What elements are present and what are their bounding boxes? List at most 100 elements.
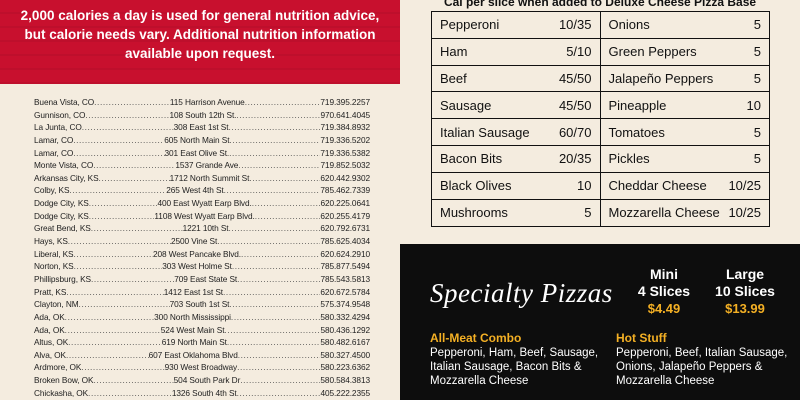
- leader-dots: [81, 361, 164, 374]
- topping-row: Sausage 45/50: [432, 92, 601, 120]
- topping-row: Pineapple 10: [600, 92, 769, 120]
- location-city: Dodge City, KS: [34, 198, 89, 209]
- location-row: Great Bend, KS 1221 10th St 620.792.6731: [34, 222, 370, 235]
- location-phone: 580.327.4500: [320, 349, 370, 360]
- location-address: 301 East Olive St.: [164, 147, 230, 158]
- leader-dots: [66, 286, 163, 299]
- leader-dots: [240, 374, 320, 387]
- topping-calories: 5: [584, 205, 592, 221]
- topping-name: Bacon Bits: [440, 151, 503, 167]
- leader-dots: [85, 109, 169, 122]
- location-address: 303 West Holme St: [162, 261, 232, 272]
- leader-dots: [68, 336, 162, 349]
- leader-dots: [229, 147, 320, 160]
- location-city: Monte Vista, CO: [34, 160, 94, 171]
- size-large: Large 10 Slices $13.99: [705, 266, 785, 317]
- location-row: Phillipsburg, KS 709 East State St 785.543…: [34, 273, 370, 286]
- location-row: Alva, OK 607 East Oklahoma Blvd 580.327.45…: [34, 349, 370, 362]
- location-phone: 580.482.6167: [320, 337, 370, 348]
- topping-row: Pepperoni 10/35: [432, 12, 601, 39]
- location-phone: 580.436.1292: [320, 324, 370, 335]
- location-city: Ada, OK: [34, 324, 65, 335]
- topping-calories: 5/10: [566, 44, 592, 60]
- location-city: Hays, KS: [34, 236, 68, 247]
- toppings-header: Cal per slice when added to Deluxe Chees…: [443, 0, 757, 9]
- leader-dots: [91, 273, 174, 286]
- location-address: 930 West Broadway: [164, 362, 238, 373]
- leader-dots: [245, 96, 321, 109]
- leader-dots: [237, 273, 320, 286]
- leader-dots: [68, 235, 171, 248]
- locations-list: Buena Vista, CO 115 Harrison Avenue 719.39…: [34, 96, 370, 399]
- leader-dots: [88, 387, 172, 400]
- topping-calories: 10: [746, 97, 761, 113]
- location-city: Lamar, CO: [34, 134, 74, 145]
- location-row: Liberal, KS 208 West Pancake Blvd. 620.624…: [34, 248, 370, 261]
- topping-name: Jalapeño Peppers: [608, 70, 714, 86]
- location-row: Lamar, CO 605 North Main St 719.336.5202: [34, 134, 370, 147]
- topping-row: Mushrooms 5: [432, 199, 601, 227]
- location-address: 400 East Wyatt Earp Blvd.: [157, 198, 252, 209]
- location-city: Lamar, CO: [34, 147, 74, 158]
- size-price: $13.99: [725, 301, 765, 316]
- leader-dots: [232, 260, 321, 273]
- topping-row: Beef 45/50: [432, 65, 601, 93]
- leader-dots: [224, 324, 320, 337]
- location-phone: 719.384.8932: [320, 122, 370, 133]
- specialty-pizza: All-Meat Combo Pepperoni, Ham, Beef, Sau…: [430, 331, 610, 388]
- location-phone: 620.442.9302: [320, 172, 370, 183]
- location-address: 1326 South 4th St: [171, 387, 237, 398]
- location-city: Great Bend, KS: [34, 223, 91, 234]
- leader-dots: [82, 121, 174, 134]
- topping-row: Italian Sausage 60/70: [432, 119, 601, 146]
- location-address: 2500 Vine St: [171, 236, 218, 247]
- location-row: Ada, OK 300 North Mississippi 580.332.4294: [34, 311, 370, 324]
- location-phone: 580.584.3813: [320, 375, 370, 386]
- location-row: Lamar, CO 301 East Olive St. 719.336.5382: [34, 147, 370, 160]
- leader-dots: [73, 134, 164, 147]
- leader-dots: [65, 311, 155, 324]
- location-row: Norton, KS 303 West Holme St 785.877.5494: [34, 260, 370, 273]
- leader-dots: [65, 324, 161, 337]
- leader-dots: [93, 374, 173, 387]
- location-row: Dodge City, KS 1108 West Wyatt Earp Blvd.…: [34, 210, 370, 223]
- leader-dots: [217, 235, 320, 248]
- location-row: Arkansas City, KS 1712 North Summit St 620…: [34, 172, 370, 185]
- location-city: Norton, KS: [34, 261, 74, 272]
- location-city: Buena Vista, CO: [34, 97, 95, 107]
- location-row: Ardmore, OK 930 West Broadway 580.223.6362: [34, 361, 370, 374]
- leader-dots: [237, 361, 320, 374]
- topping-calories: 5: [753, 17, 761, 33]
- topping-name: Black Olives: [440, 178, 512, 194]
- location-row: Colby, KS 265 West 4th St 785.462.7339: [34, 184, 370, 197]
- topping-calories: 10/25: [728, 205, 761, 221]
- nutrition-note-line: available upon request.: [124, 46, 276, 61]
- location-phone: 785.877.5494: [320, 261, 370, 272]
- location-phone: 620.255.4179: [320, 210, 370, 221]
- topping-row: Onions 5: [600, 12, 769, 39]
- leader-dots: [231, 311, 321, 324]
- location-row: Pratt, KS 1412 East 1st St 620.672.5784: [34, 286, 370, 299]
- leader-dots: [228, 121, 320, 134]
- leader-dots: [252, 197, 321, 210]
- location-city: Gunnison, CO: [34, 109, 86, 120]
- topping-name: Cheddar Cheese: [608, 178, 707, 194]
- specialty-title: Specialty Pizzas: [430, 278, 613, 308]
- leader-dots: [74, 248, 153, 261]
- topping-calories: 5: [753, 44, 761, 60]
- location-city: Ada, OK: [34, 311, 65, 322]
- leader-dots: [229, 298, 320, 311]
- location-city: Arkansas City, KS: [34, 172, 99, 183]
- location-phone: 970.641.4045: [320, 109, 370, 120]
- nutrition-note-line: 2,000 calories a day is used for general…: [20, 8, 380, 23]
- toppings-table: Pepperoni 10/35 Onions 5 Ham 5/10 Green Pepper…: [431, 11, 770, 228]
- location-phone: 719.336.5202: [320, 134, 370, 145]
- topping-name: Tomatoes: [608, 124, 665, 140]
- topping-name: Beef: [440, 70, 467, 86]
- leader-dots: [79, 298, 170, 311]
- location-city: Pratt, KS: [34, 286, 67, 297]
- topping-calories: 10: [577, 178, 592, 194]
- topping-calories: 45/50: [558, 70, 592, 86]
- location-phone: 719.336.5382: [320, 147, 370, 158]
- topping-calories: 20/35: [558, 151, 592, 167]
